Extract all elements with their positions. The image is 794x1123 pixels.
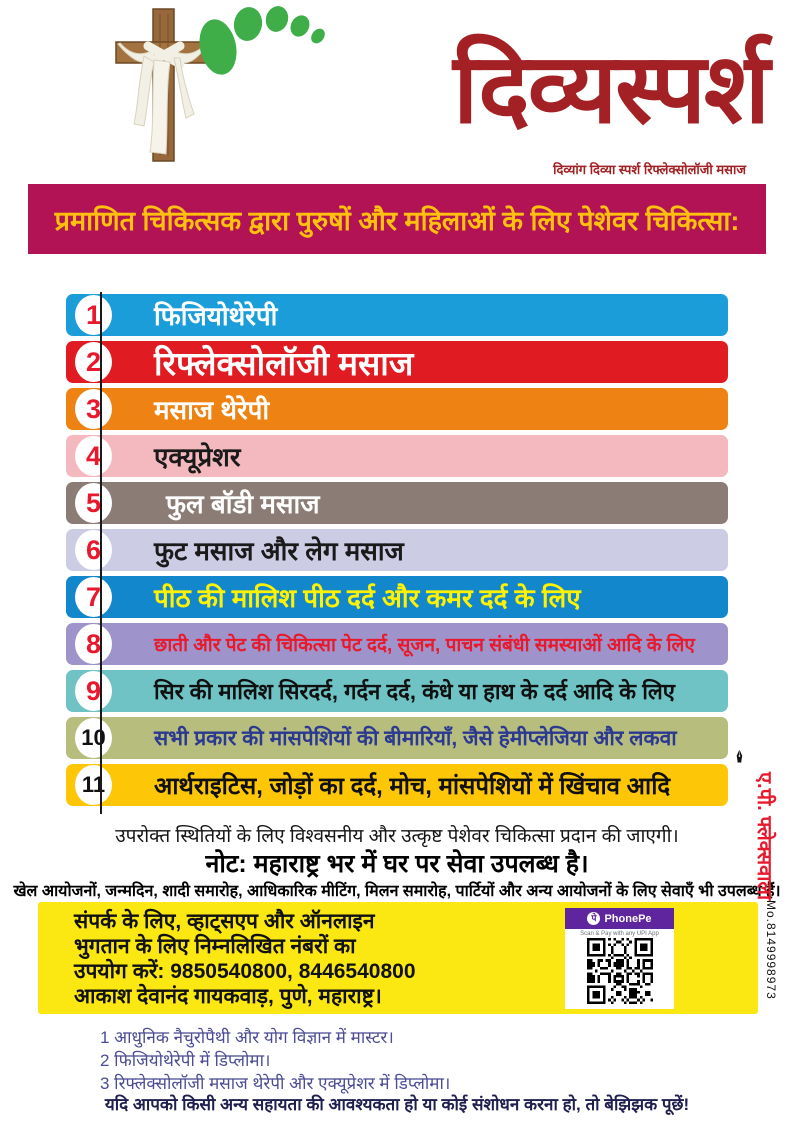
service-row-massage-therapy: 3 मसाज थेरेपी [66, 388, 728, 430]
phonepe-header: पे PhonePe [565, 908, 674, 929]
note-trusted-care: उपरोक्त स्थितियों के लिए विश्वसनीय और उत… [115, 826, 679, 847]
service-label: फुट मसाज और लेग मसाज [154, 536, 404, 566]
service-row-head-massage: 9 सिर की मालिश सिरदर्द, गर्दन दर्द, कंधे… [66, 670, 728, 712]
contact-line-4: आकाश देवानंद गायकवाड़, पुणे, महाराष्ट्र। [74, 985, 382, 1008]
service-number-badge: 1 [75, 295, 112, 335]
service-label: छाती और पेट की चिकित्सा पेट दर्द, सूजन, … [154, 635, 695, 656]
contact-line-3: उपयोग करें: 9850540800, 8446540800 [74, 960, 416, 983]
phonepe-logo-icon: पे [587, 912, 601, 925]
flyer-subtitle: दिव्यांग दिव्या स्पर्श रिफ्लेक्सोलॉजी मस… [553, 162, 746, 177]
footnote-1: 1 आधुनिक नैचुरोपैथी और योग विज्ञान में म… [100, 1028, 394, 1047]
service-number-badge: 3 [75, 389, 112, 429]
service-number-badge: 11 [75, 765, 112, 805]
service-row-muscle-diseases: 10 सभी प्रकार की मांसपेशियों की बीमारिया… [66, 717, 728, 759]
service-label: रिफ्लेक्सोलॉजी मसाज [154, 344, 414, 382]
service-row-reflexology: 2 रिफ्लेक्सोलॉजी मसाज [66, 341, 728, 383]
scan-pay-text: Scan & Pay with any UPI App [580, 931, 659, 937]
service-number-badge: 6 [75, 530, 112, 570]
service-number-badge: 7 [75, 577, 112, 617]
service-label: सभी प्रकार की मांसपेशियों की बीमारियाँ, … [154, 727, 677, 750]
service-number-badge: 8 [75, 624, 112, 664]
flyer-title: दिव्यस्पर्श [453, 34, 770, 143]
service-number-badge: 9 [75, 671, 112, 711]
footprint-icon [199, 6, 325, 75]
side-credit: ए.पी. फ्लेक्सवाला Mo.8149998973 [751, 772, 778, 1000]
service-number-badge: 10 [75, 718, 112, 758]
contact-line-2: भुगतान के लिए निम्नलिखित नंबरों का [74, 935, 356, 958]
contact-line-1: संपर्क के लिए, व्हाट्सएप और ऑनलाइन [74, 910, 375, 933]
phonepe-qr-code [586, 938, 653, 1004]
service-row-arthritis: 11 आर्थराइटिस, जोड़ों का दर्द, मोच, मांस… [66, 764, 728, 806]
phonepe-brand: PhonePe [604, 912, 652, 925]
list-divider-line [100, 292, 102, 814]
contact-text: संपर्क के लिए, व्हाट्सएप और ऑनलाइन भुगता… [74, 909, 416, 1009]
service-row-full-body-massage: 5 फुल बॉडी मसाज [66, 482, 728, 524]
footnote-2: 2 फिजियोथेरेपी में डिप्लोमा। [100, 1051, 271, 1070]
service-label: पीठ की मालिश पीठ दर्द और कमर दर्द के लिए [154, 583, 581, 613]
service-label: मसाज थेरेपी [154, 395, 270, 425]
service-number-badge: 5 [75, 483, 112, 523]
service-label: आर्थराइटिस, जोड़ों का दर्द, मोच, मांसपेश… [154, 772, 671, 800]
services-list: 1 फिजियोथेरेपी 2 रिफ्लेक्सोलॉजी मसाज 3 म… [66, 294, 728, 806]
closing-note: यदि आपको किसी अन्य सहायता की आवश्यकता हो… [104, 1095, 690, 1114]
service-label: एक्यूप्रेशर [154, 442, 241, 472]
footnote-3: 3 रिफ्लेक्सोलॉजी मसाज थेरेपी और एक्यूप्र… [100, 1074, 451, 1093]
note-home-service: नोट: महाराष्ट्र भर में घर पर सेवा उपलब्ध… [205, 850, 589, 878]
service-row-foot-leg-massage: 6 फुट मसाज और लेग मसाज [66, 529, 728, 571]
service-label: फुल बॉडी मसाज [166, 489, 320, 519]
service-label: सिर की मालिश सिरदर्द, गर्दन दर्द, कंधे य… [154, 679, 675, 704]
side-mobile-vertical: Mo.8149998973 [764, 900, 778, 1000]
service-row-physiotherapy: 1 फिजियोथेरेपी [66, 294, 728, 336]
service-row-acupressure: 4 एक्यूप्रेशर [66, 435, 728, 477]
service-row-back-massage: 7 पीठ की मालिश पीठ दर्द और कमर दर्द के ल… [66, 576, 728, 618]
pen-nib-icon: ✒ [729, 748, 750, 765]
contact-box: संपर्क के लिए, व्हाट्सएप और ऑनलाइन भुगता… [38, 902, 758, 1014]
phonepe-card: पे PhonePe Scan & Pay with any UPI App [565, 908, 674, 1009]
service-label: फिजियोथेरेपी [154, 301, 278, 331]
service-row-chest-stomach: 8 छाती और पेट की चिकित्सा पेट दर्द, सूजन… [66, 623, 728, 665]
note-events: खेल आयोजनों, जन्मदिन, शादी समारोह, आधिका… [13, 883, 781, 900]
service-number-badge: 2 [75, 342, 112, 382]
side-name-vertical: ए.पी. फ्लेक्सवाला [753, 772, 775, 901]
certified-banner: प्रमाणित चिकित्सक द्वारा पुरुषों और महिल… [28, 184, 766, 254]
service-number-badge: 4 [75, 436, 112, 476]
